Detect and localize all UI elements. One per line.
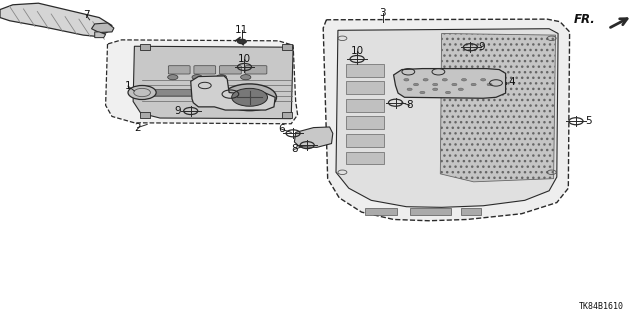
Polygon shape xyxy=(0,3,112,37)
Polygon shape xyxy=(440,33,556,182)
Circle shape xyxy=(445,91,451,94)
Circle shape xyxy=(232,88,268,106)
Text: 3: 3 xyxy=(380,8,386,18)
Circle shape xyxy=(458,88,463,91)
Circle shape xyxy=(413,83,419,86)
Text: TK84B1610: TK84B1610 xyxy=(579,302,624,311)
Circle shape xyxy=(423,78,428,81)
Circle shape xyxy=(452,83,457,86)
Text: FR.: FR. xyxy=(573,13,595,26)
Text: 10: 10 xyxy=(238,54,251,64)
Bar xyxy=(140,112,150,118)
Circle shape xyxy=(433,83,438,86)
Circle shape xyxy=(442,78,447,81)
Polygon shape xyxy=(346,134,384,147)
Circle shape xyxy=(237,39,246,44)
Circle shape xyxy=(407,88,412,91)
Text: 8: 8 xyxy=(291,144,298,154)
Polygon shape xyxy=(133,46,293,119)
Circle shape xyxy=(471,83,476,86)
Polygon shape xyxy=(95,32,106,38)
Text: 7: 7 xyxy=(83,10,90,20)
Circle shape xyxy=(487,83,492,86)
Text: 11: 11 xyxy=(236,25,248,35)
Bar xyxy=(140,44,150,50)
Polygon shape xyxy=(346,81,384,94)
Bar xyxy=(282,44,292,50)
FancyBboxPatch shape xyxy=(168,66,190,74)
Text: 8: 8 xyxy=(406,100,413,110)
Text: 2: 2 xyxy=(134,122,141,133)
Bar xyxy=(365,208,397,215)
Bar xyxy=(282,112,292,118)
Text: 4: 4 xyxy=(509,77,515,87)
Polygon shape xyxy=(394,69,506,98)
Bar xyxy=(410,208,451,215)
Bar xyxy=(461,208,481,215)
Circle shape xyxy=(192,75,202,80)
Circle shape xyxy=(404,78,409,81)
Polygon shape xyxy=(346,64,384,77)
Circle shape xyxy=(461,78,467,81)
Polygon shape xyxy=(346,99,384,112)
Text: 9: 9 xyxy=(175,106,181,116)
Circle shape xyxy=(481,78,486,81)
Circle shape xyxy=(216,75,227,80)
Polygon shape xyxy=(106,40,298,124)
Circle shape xyxy=(420,91,425,94)
Polygon shape xyxy=(323,19,570,221)
Text: 5: 5 xyxy=(586,115,592,126)
Polygon shape xyxy=(92,23,114,33)
FancyBboxPatch shape xyxy=(220,66,241,74)
FancyBboxPatch shape xyxy=(194,66,216,74)
Polygon shape xyxy=(294,127,333,147)
Polygon shape xyxy=(346,116,384,129)
Circle shape xyxy=(168,75,178,80)
FancyBboxPatch shape xyxy=(141,90,239,96)
FancyBboxPatch shape xyxy=(245,66,267,74)
Circle shape xyxy=(128,85,156,100)
Polygon shape xyxy=(336,29,558,207)
Text: 10: 10 xyxy=(351,46,364,56)
Circle shape xyxy=(241,75,251,80)
Circle shape xyxy=(433,88,438,91)
Circle shape xyxy=(223,84,276,111)
Text: 9: 9 xyxy=(478,42,484,52)
Text: 6: 6 xyxy=(278,124,285,134)
Polygon shape xyxy=(346,152,384,164)
Polygon shape xyxy=(191,76,275,110)
Text: 1: 1 xyxy=(125,81,131,91)
